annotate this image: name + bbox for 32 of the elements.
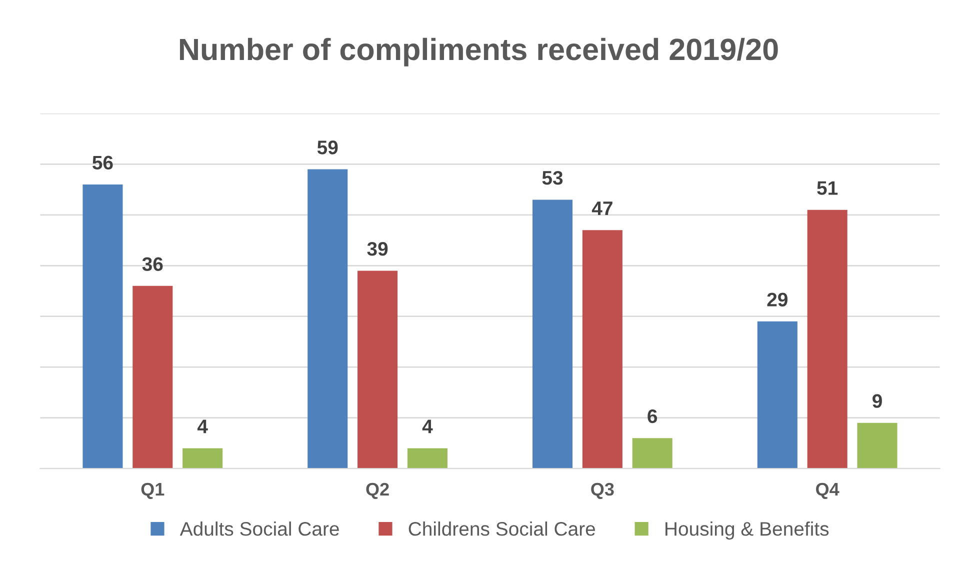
x-tick-label: Q1	[141, 482, 164, 500]
bar	[757, 321, 798, 469]
x-tick-label: Q2	[366, 482, 389, 500]
bar	[407, 448, 448, 469]
data-label: 29	[767, 292, 788, 306]
x-tick-label: Q3	[591, 482, 614, 500]
x-tick-label: Q4	[816, 482, 840, 500]
data-label: 56	[92, 156, 113, 170]
bar	[308, 169, 348, 469]
data-label: 9	[872, 394, 882, 408]
bar	[532, 200, 573, 469]
bar	[358, 270, 398, 469]
bar	[132, 286, 173, 469]
bar	[582, 230, 622, 469]
data-label: 36	[142, 257, 163, 271]
data-label: 51	[817, 181, 838, 195]
chart-title: Number of compliments received 2019/20	[180, 38, 778, 66]
bar	[632, 438, 672, 469]
bar	[857, 422, 898, 469]
legend-label: Housing & Benefits	[666, 522, 829, 540]
bar	[182, 448, 223, 469]
data-label: 4	[197, 420, 208, 434]
data-label: 59	[317, 140, 338, 154]
data-label: 47	[592, 202, 612, 215]
legend-label: Adults Social Care	[180, 522, 339, 536]
data-label: 39	[367, 242, 388, 256]
legend-label: Childrens Social Care	[408, 522, 596, 536]
data-label: 53	[542, 170, 563, 185]
bar	[807, 210, 848, 469]
data-label: 6	[648, 409, 658, 424]
bar	[82, 184, 123, 469]
data-label: 4	[422, 420, 433, 434]
